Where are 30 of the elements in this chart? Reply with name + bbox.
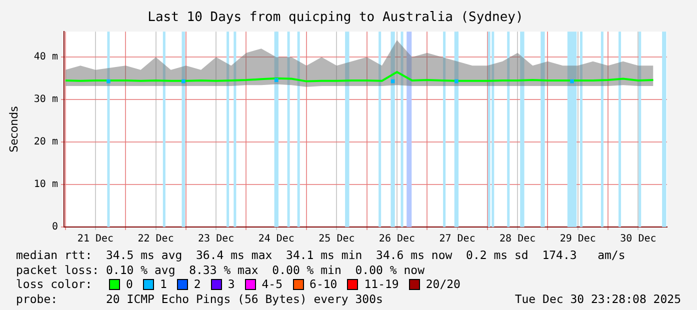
legend-label: 2: [194, 277, 201, 292]
legend-label: 3: [228, 277, 235, 292]
text: median rtt: 34.5 ms avg 36.4 ms max 34.1 ms min 34.6 ms now 0.2 ms sd 174.3 am/s: [16, 248, 626, 262]
x-tick-label: 28 Dec: [500, 234, 536, 245]
x-tick-label: 23 Dec: [198, 234, 234, 245]
chart-title: Last 10 Days from quicping to Australia (Sydney): [148, 10, 524, 26]
x-tick-label: 27 Dec: [439, 234, 476, 245]
y-tick-label: 30 m: [34, 94, 58, 106]
x-tick-label: 21 Dec: [77, 234, 114, 245]
legend-label: 11-19: [364, 277, 399, 292]
legend-title: loss color:: [16, 277, 94, 292]
legend-label: 1: [160, 277, 167, 292]
x-tick-label: 25 Dec: [318, 234, 355, 245]
y-tick-label: 10 m: [34, 179, 58, 190]
x-tick-label: 29 Dec: [560, 234, 596, 245]
x-tick-label: 30 Dec: [620, 234, 656, 245]
y-tick-label: 40 m: [34, 52, 58, 63]
text: packet loss: 0.10 % avg 8.33 % max 0.00 % min 0.00 % now: [16, 262, 426, 277]
text: Tue Dec 30 23:28:08 2025: [514, 292, 681, 306]
x-tick-label: 24 Dec: [258, 234, 294, 245]
text: probe: 20 ICMP Echo Pings (56 Bytes) every 300s: [16, 292, 383, 306]
legend-label: 20/20: [426, 277, 460, 292]
x-tick-label: 22 Dec: [138, 234, 174, 245]
x-tick-label: 26 Dec: [378, 234, 416, 245]
y-tick-label: 0: [52, 222, 58, 233]
legend-label: 4-5: [262, 277, 283, 292]
legend-label: 6-10: [310, 277, 338, 292]
y-tick-label: 20 m: [34, 136, 58, 148]
legend-label: 0: [126, 277, 133, 292]
y-axis-title: Seconds: [7, 106, 20, 152]
